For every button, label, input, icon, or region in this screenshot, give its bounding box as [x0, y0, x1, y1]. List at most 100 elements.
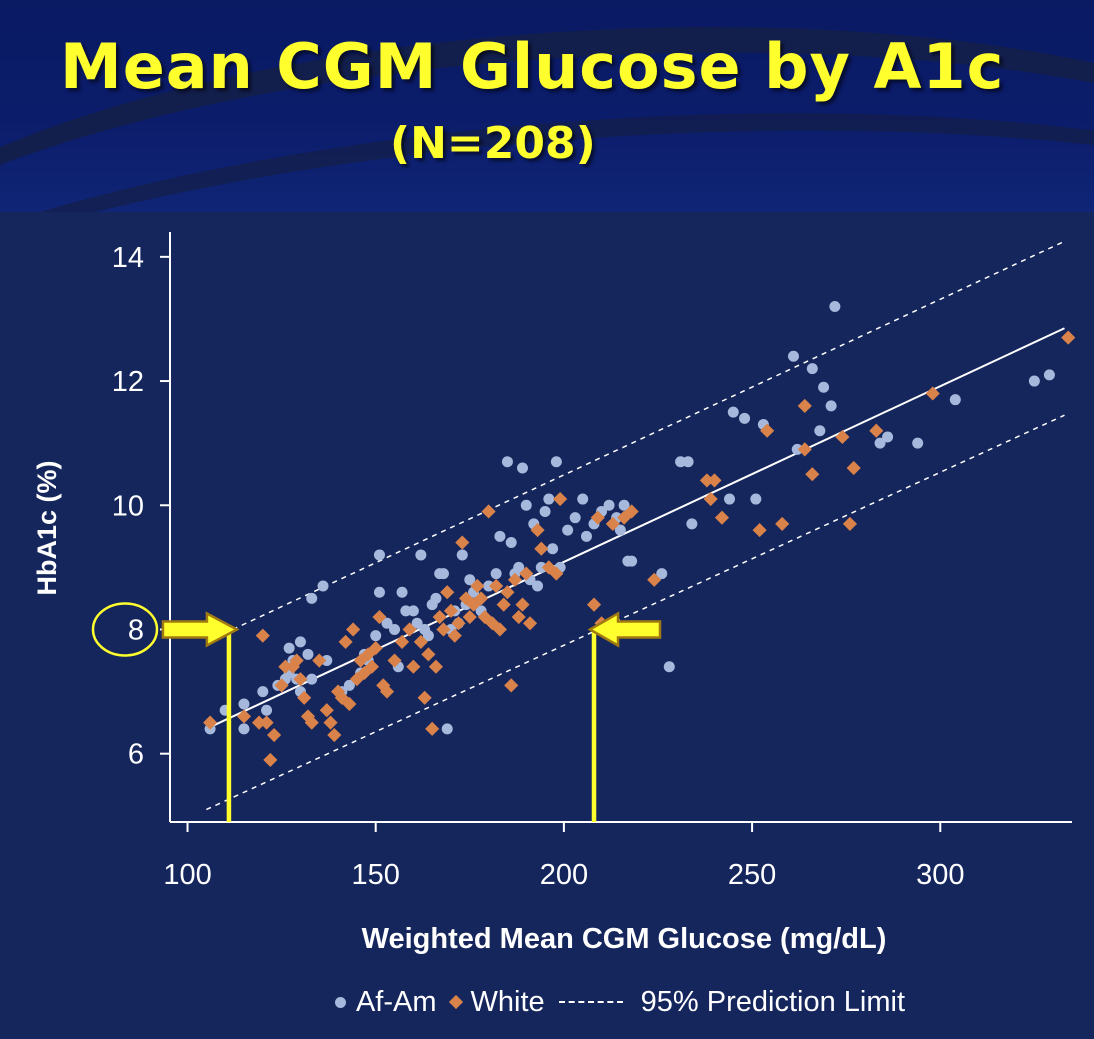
data-point-af-am: [806, 363, 818, 375]
data-point-af-am: [415, 549, 427, 561]
data-point-white: [590, 510, 605, 525]
data-point-af-am: [343, 679, 355, 691]
data-point-af-am: [912, 437, 924, 449]
data-point-af-am: [663, 661, 675, 673]
legend-item-af-am: Af-Am: [334, 986, 437, 1019]
data-point-af-am: [949, 394, 961, 406]
x-tick-label: 150: [352, 859, 400, 891]
data-point-white: [293, 672, 308, 687]
prediction-limit-upper-line: [232, 240, 1065, 631]
data-point-af-am: [494, 530, 506, 542]
data-point-white: [586, 597, 602, 612]
data-point-af-am: [456, 549, 468, 561]
data-point-af-am: [373, 549, 385, 561]
data-point-af-am: [317, 580, 329, 592]
chart-lines: [205, 240, 1065, 811]
data-point-af-am: [791, 443, 803, 455]
data-point-white: [489, 578, 504, 594]
data-point-af-am: [505, 537, 517, 549]
data-point-af-am: [238, 723, 250, 735]
data-point-white: [515, 597, 530, 612]
data-point-af-am: [750, 493, 762, 505]
data-point-af-am: [1043, 369, 1055, 381]
data-point-white: [752, 523, 767, 538]
data-point-white: [474, 591, 489, 606]
data-point-white: [504, 678, 519, 693]
data-point-white: [402, 622, 417, 637]
data-point-af-am: [682, 456, 694, 468]
data-point-white: [714, 510, 730, 525]
data-point-white: [455, 535, 470, 550]
data-point-white: [549, 566, 564, 581]
data-point-af-am: [490, 568, 502, 580]
legend-label-white: White: [470, 985, 545, 1018]
data-point-af-am: [370, 630, 382, 642]
data-point-af-am: [882, 431, 894, 443]
data-point-white: [267, 727, 282, 743]
data-point-white: [289, 653, 304, 668]
data-point-white: [846, 460, 861, 476]
chart-points: [203, 301, 1076, 767]
data-point-af-am: [626, 555, 638, 567]
data-point-white: [372, 609, 387, 625]
data-point-af-am: [874, 437, 886, 449]
data-point-af-am: [814, 425, 826, 437]
data-point-white: [338, 634, 353, 649]
data-point-af-am: [411, 617, 423, 629]
data-point-white: [1061, 330, 1076, 345]
data-point-af-am: [618, 499, 630, 511]
data-point-white: [421, 647, 436, 662]
data-point-af-am: [539, 505, 551, 517]
data-point-white: [842, 516, 858, 531]
chart-annotations: [91, 602, 662, 822]
data-point-white: [387, 653, 402, 668]
data-point-white: [481, 504, 496, 519]
data-point-white: [760, 423, 775, 438]
data-point-white: [323, 715, 338, 730]
data-point-white: [304, 715, 319, 730]
data-point-white: [835, 429, 850, 445]
chart-axes: 100 150 200 250 300 6 8 10 12 14: [112, 232, 1072, 891]
data-point-white: [297, 690, 312, 705]
data-point-white: [203, 715, 218, 730]
data-point-af-am: [520, 499, 532, 511]
data-point-white: [534, 541, 549, 556]
data-point-af-am: [407, 605, 419, 617]
data-point-white: [470, 578, 485, 594]
data-point-white: [394, 634, 410, 649]
data-point-white: [440, 585, 455, 600]
data-point-white: [251, 715, 267, 730]
data-point-white: [406, 659, 421, 674]
data-point-white: [274, 678, 289, 693]
legend-item-prediction-limit: 95% Prediction Limit: [558, 985, 906, 1019]
data-point-af-am: [516, 462, 528, 474]
data-point-af-am: [1028, 375, 1040, 387]
prediction-limit-lower-line: [206, 414, 1065, 811]
data-point-af-am: [430, 592, 442, 604]
data-point-af-am: [686, 518, 698, 530]
data-point-af-am: [603, 499, 615, 511]
data-point-white: [368, 641, 383, 656]
regression-line: [205, 327, 1065, 730]
data-point-white: [500, 585, 515, 600]
data-point-white: [869, 423, 884, 438]
slide-title: Mean CGM Glucose by A1c: [60, 30, 1005, 103]
data-point-white: [775, 516, 790, 531]
data-point-af-am: [614, 524, 626, 536]
data-point-af-am: [675, 456, 687, 468]
data-point-af-am: [306, 592, 318, 604]
data-point-white: [342, 696, 357, 712]
data-point-af-am: [547, 543, 559, 555]
x-tick-label: 100: [163, 859, 211, 891]
slide-header: Mean CGM Glucose by A1c (N=208): [0, 0, 1094, 212]
legend-item-white: White: [448, 985, 545, 1019]
data-point-white: [707, 473, 722, 488]
data-point-white: [413, 634, 428, 649]
highlight-circle-icon: [91, 602, 159, 657]
y-tick-label: 14: [112, 242, 144, 274]
data-point-af-am: [562, 524, 574, 536]
dashed-line-icon: [558, 1001, 623, 1003]
legend-label-prediction-limit: 95% Prediction Limit: [640, 985, 906, 1018]
data-point-white: [699, 473, 714, 488]
